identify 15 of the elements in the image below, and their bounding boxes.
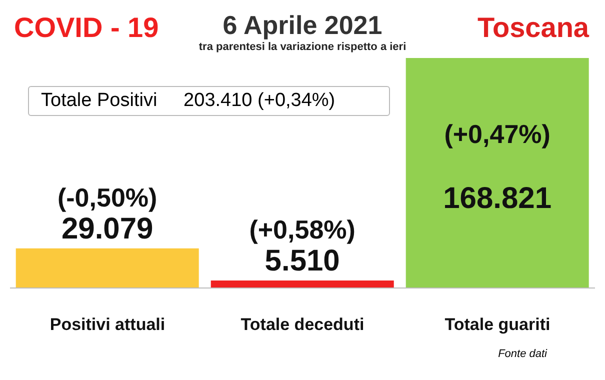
x-tick-label: Positivi attuali (50, 315, 166, 334)
annotation: (+0,47%) (444, 119, 550, 149)
text: Toscana (477, 12, 589, 44)
text-box: Totale Positivi 203.410 (+0,34%) (28, 86, 390, 116)
chart-title: 6 Aprile 2021 (222, 10, 382, 40)
annotation: (-0,50%) (58, 182, 158, 212)
text: COVID - 19 (14, 12, 159, 44)
data-label: 168.821 (443, 182, 552, 215)
source-note: Fonte dati (498, 348, 547, 360)
x-tick-label: Totale deceduti (240, 315, 364, 334)
data-label: 29.079 (61, 212, 154, 246)
chart-subtitle: tra parentesi la variazione rispetto a ieri (198, 41, 406, 53)
annotation: (+0,58%) (249, 214, 356, 244)
x-tick-label: Totale guariti (444, 315, 550, 334)
data-label: 5.510 (264, 244, 340, 278)
